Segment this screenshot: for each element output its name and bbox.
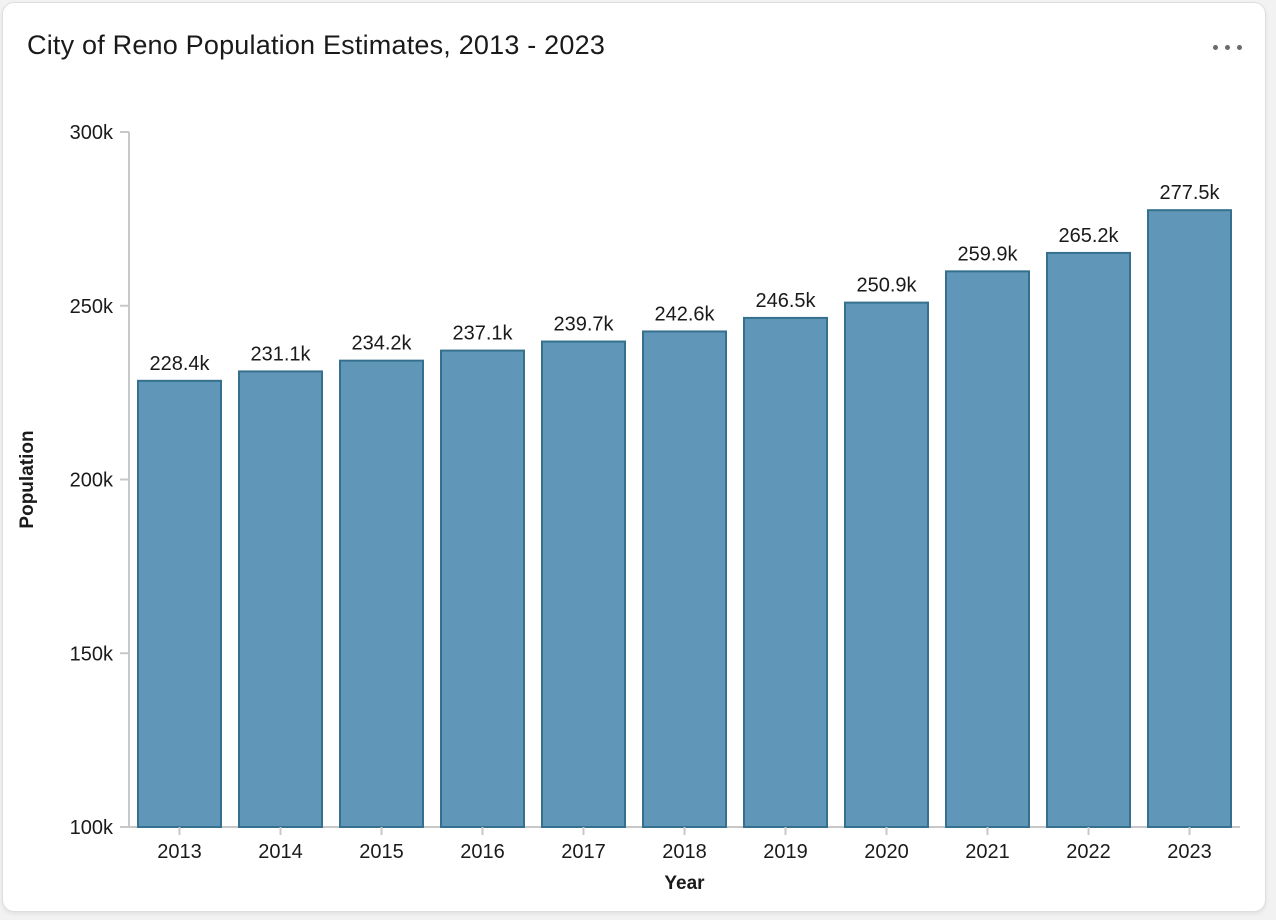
bar-value-label: 237.1k [452,323,513,345]
bar-2022[interactable] [1046,251,1131,828]
x-tick-label: 2016 [460,841,505,863]
x-tick-label: 2014 [258,841,303,863]
bar-2017[interactable] [541,340,626,828]
y-tick-label: 200k [70,470,114,492]
x-axis-title: Year [664,873,705,894]
bar-chart: 100k 150k 200k 250k 300k 228.4k 2013 231.1k 2014… [3,3,1267,913]
chart-card: City of Reno Population Estimates, 2013 … [2,2,1266,912]
bar-value-label: 242.6k [654,303,715,325]
more-options-button[interactable] [1205,35,1249,59]
bar-2018[interactable] [642,330,727,828]
bar-2015[interactable] [339,359,424,828]
x-tick-label: 2019 [763,841,808,863]
y-tick-label: 250k [70,296,114,318]
x-tick-label: 2023 [1167,841,1212,863]
bar-value-label: 250.9k [856,275,917,297]
x-tick-label: 2020 [864,841,909,863]
y-tick-label: 300k [70,122,114,144]
x-tick-label: 2022 [1066,841,1111,863]
x-tick-label: 2018 [662,841,707,863]
bar-chart-svg: 100k 150k 200k 250k 300k 228.4k 2013 231.1k 2014… [17,122,1240,894]
x-tick-label: 2013 [157,841,202,863]
bar-2019[interactable] [743,316,828,828]
x-tick-label: 2017 [561,841,606,863]
x-tick-label: 2021 [965,841,1010,863]
y-axis-title: Population [17,430,38,528]
bar-2016[interactable] [440,349,525,828]
bar-2020[interactable] [844,301,929,828]
bar-value-label: 228.4k [149,353,210,375]
bar-2023[interactable] [1147,209,1232,828]
x-tick-label: 2015 [359,841,404,863]
bar-value-label: 265.2k [1058,225,1119,247]
bar-value-label: 239.7k [553,314,614,336]
bar-2014[interactable] [238,370,323,828]
bar-2013[interactable] [137,379,222,828]
bar-value-label: 277.5k [1159,182,1220,204]
y-tick-label: 150k [70,643,114,665]
bar-value-label: 259.9k [957,243,1018,265]
card-header: City of Reno Population Estimates, 2013 … [3,3,1265,81]
bar-value-label: 234.2k [351,333,412,355]
bar-value-label: 246.5k [755,290,816,312]
bar-value-label: 231.1k [250,343,311,365]
bar-2021[interactable] [945,270,1030,829]
ellipsis-icon [1212,44,1242,50]
y-tick-label: 100k [70,817,114,839]
chart-title: City of Reno Population Estimates, 2013 … [27,30,606,60]
